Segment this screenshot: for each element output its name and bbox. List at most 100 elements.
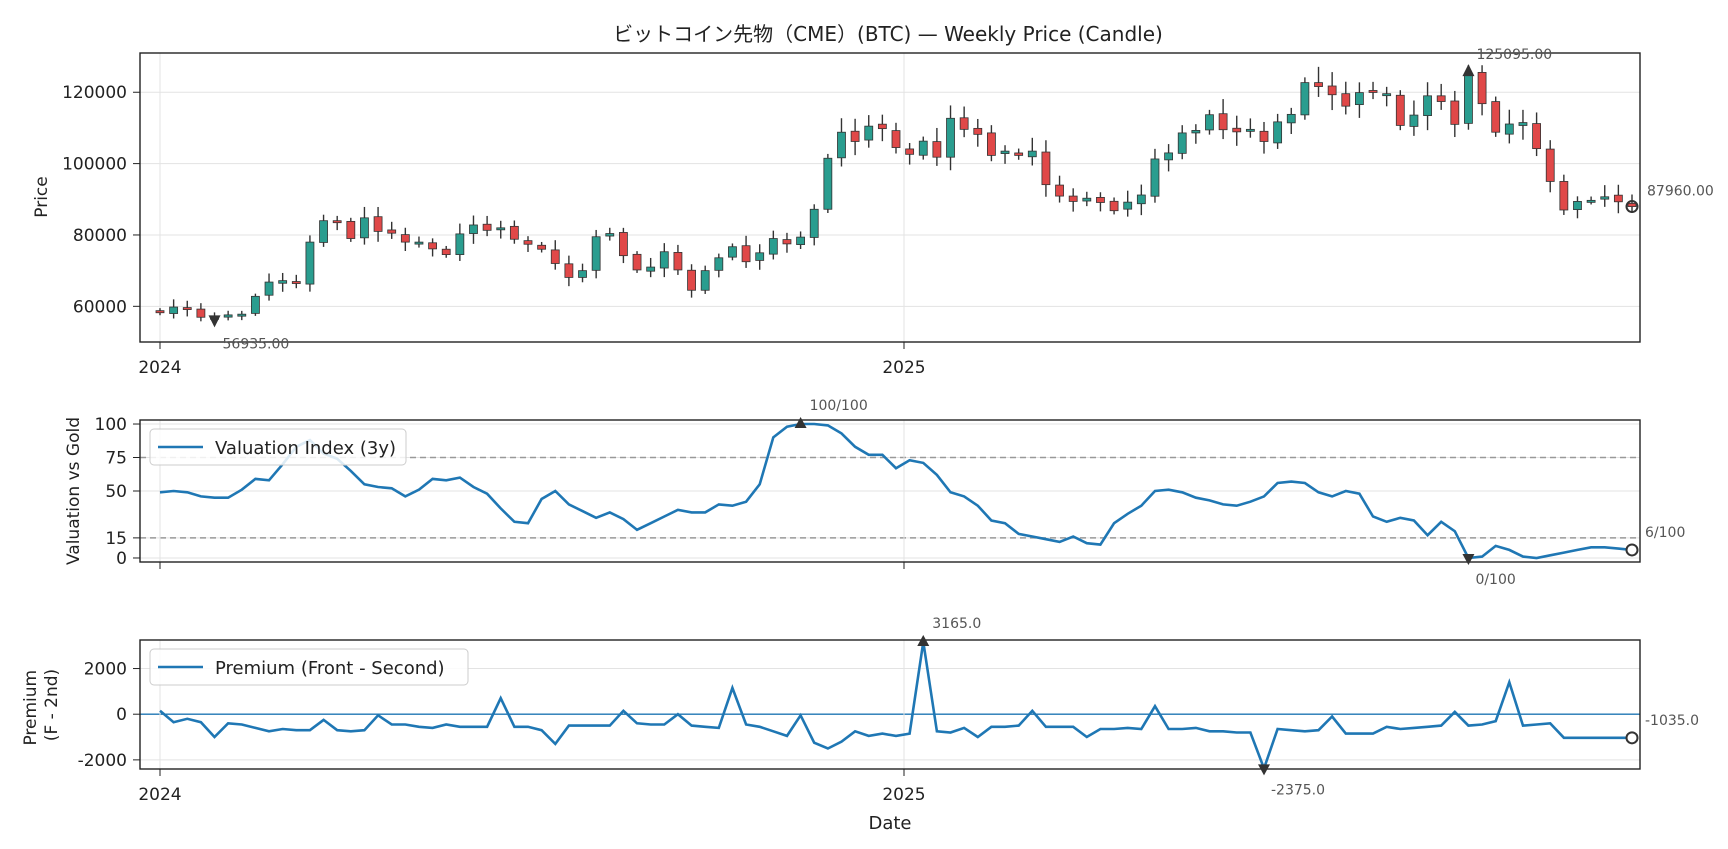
candle-down (632, 253, 642, 271)
valuation-y-label: Valuation vs Gold (64, 417, 84, 565)
candle-down (891, 130, 901, 148)
candle-up (728, 246, 737, 258)
candle-down (782, 239, 792, 245)
candle-up (1586, 199, 1596, 203)
candle-down (741, 245, 751, 263)
p3-high-marker (917, 634, 930, 646)
premium-line (159, 641, 1632, 773)
candle-up (264, 281, 274, 296)
candle-down (1327, 85, 1337, 96)
price-panel-frame (139, 52, 1641, 343)
candle-up (768, 238, 778, 255)
x-axis-label: Date (868, 813, 911, 834)
candle-down (905, 148, 915, 155)
premium-y-label: Premium (F - 2nd) (21, 664, 62, 745)
p2-low-marker (1462, 553, 1475, 565)
candle-down (1450, 100, 1460, 125)
premium-legend-box (149, 648, 469, 686)
candle-down (973, 127, 983, 135)
candle-up (414, 241, 424, 245)
candle-down (673, 252, 683, 271)
p3-y-tick-label: 2000 (84, 660, 127, 680)
p2-low-label: 0/100 (1475, 572, 1515, 588)
candle-up (278, 280, 288, 284)
p3-low-label: -2375.0 (1271, 782, 1325, 798)
candle-up (646, 266, 656, 272)
price-high-label: 125095.00 (1476, 47, 1552, 63)
candle-up (1355, 92, 1364, 106)
p3-x-tick-label: 2025 (882, 785, 925, 805)
candle-down (1109, 200, 1119, 212)
price-y-tick-label: 100000 (62, 155, 127, 175)
price-last-label: 87960.00 (1647, 184, 1714, 200)
candle-down (373, 216, 383, 232)
candle-up (946, 117, 955, 158)
candle-down (1491, 101, 1501, 133)
candle-up (837, 131, 846, 159)
p3-x-tick-label: 2024 (138, 785, 181, 805)
candle-down (1259, 130, 1269, 142)
candle-down (1341, 93, 1351, 107)
premium-legend-label: Premium (Front - Second) (215, 658, 445, 679)
candle-up (1164, 152, 1173, 161)
p2-y-tick-label: 0 (116, 549, 127, 569)
candle-down (932, 141, 942, 158)
price-x-ticks: 2024 2025 (138, 342, 926, 378)
candle-up (1600, 196, 1610, 200)
premium-y-ticks: -2000 0 2000 (78, 660, 140, 771)
candle-down (523, 240, 533, 245)
candle-up (1409, 114, 1419, 127)
candle-down (1218, 113, 1228, 131)
candle-down (1436, 95, 1446, 102)
candle-down (1314, 82, 1323, 87)
premium-y-label-line2: (F - 2nd) (42, 669, 62, 741)
candle-down (400, 234, 410, 243)
candle-down (564, 263, 574, 278)
candle-up (237, 313, 247, 317)
candle-up (455, 233, 465, 255)
price-x-tick-label: 2024 (138, 358, 181, 378)
chart-title: ビットコイン先物（CME）(BTC) — Weekly Price (Candl… (613, 22, 1163, 46)
candle-down (1627, 202, 1637, 207)
candle-down (1368, 90, 1378, 93)
candle-up (864, 125, 874, 141)
candle-up (251, 295, 260, 314)
candle-down (1232, 127, 1242, 133)
candle-down (687, 269, 696, 291)
valuation-legend: Valuation Index (3y) (149, 428, 407, 466)
candle-up (700, 270, 710, 291)
candle-up (1504, 123, 1514, 135)
candle-down (482, 223, 492, 231)
candle-down (291, 281, 301, 284)
candle-down (1613, 194, 1623, 203)
candle-up (1423, 95, 1432, 116)
p3-y-tick-label: 0 (116, 705, 127, 725)
p2-last-label: 6/100 (1645, 525, 1685, 541)
price-y-tick-label: 60000 (73, 297, 127, 317)
candle-up (918, 140, 928, 156)
p3-y-tick-label: -2000 (78, 751, 127, 771)
candle-up (591, 236, 601, 271)
valuation-legend-label: Valuation Index (3y) (215, 438, 396, 459)
price-grid (140, 53, 1640, 342)
candle-up (1300, 82, 1310, 116)
candle-down (619, 232, 628, 257)
candle-up (1123, 201, 1133, 210)
candle-up (1136, 194, 1146, 205)
candle-down (1559, 181, 1569, 211)
candle-down (182, 307, 192, 310)
p2-y-tick-label: 75 (105, 449, 127, 469)
candle-up (1150, 158, 1160, 197)
p2-last-marker (1625, 543, 1639, 557)
candle-down (428, 242, 437, 250)
p2-y-tick-label: 15 (105, 529, 127, 549)
price-high-marker (1462, 64, 1475, 77)
price-y-tick-label: 80000 (73, 226, 127, 246)
candle-down (850, 130, 860, 142)
candle-up (1518, 122, 1528, 126)
candle-down (155, 310, 165, 314)
p3-last-marker (1625, 731, 1639, 745)
candle-up (1082, 197, 1092, 202)
candle-down (387, 229, 397, 234)
